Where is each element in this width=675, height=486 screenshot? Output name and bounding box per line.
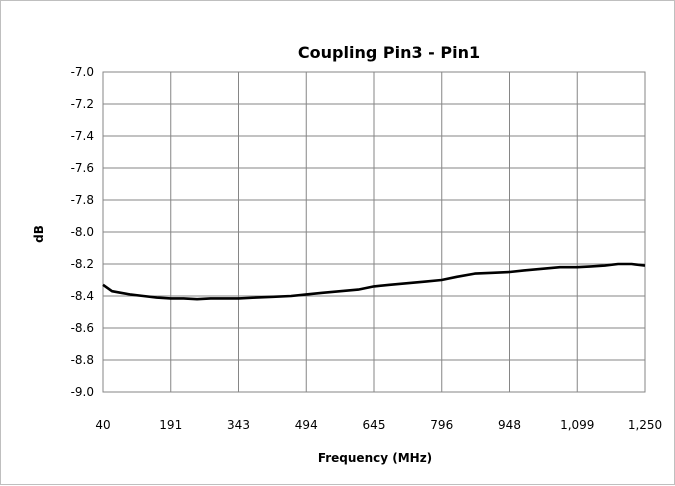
x-tick-label: 191 <box>159 418 182 432</box>
x-tick-label: 645 <box>363 418 386 432</box>
x-tick-label: 1,099 <box>560 418 594 432</box>
y-tick-label: -8.8 <box>71 353 94 367</box>
y-tick-label: -7.4 <box>71 129 94 143</box>
x-tick-label: 343 <box>227 418 250 432</box>
y-axis-title: dB <box>32 225 46 243</box>
plot-area-border <box>102 71 646 393</box>
y-tick-label: -7.2 <box>71 97 94 111</box>
series-line <box>102 262 646 301</box>
x-tick-label: 40 <box>95 418 110 432</box>
chart-title: Coupling Pin3 - Pin1 <box>298 43 480 62</box>
x-axis-title: Frequency (MHz) <box>318 451 432 465</box>
series-group <box>102 262 646 301</box>
y-tick-label: -8.0 <box>71 225 94 239</box>
gridlines <box>102 71 646 393</box>
x-axis-ticks: 40 191 343 494 645 796 948 1,099 1,250 <box>95 418 662 432</box>
y-tick-label: -7.6 <box>71 161 94 175</box>
y-tick-label: -8.6 <box>71 321 94 335</box>
x-tick-label: 796 <box>430 418 453 432</box>
y-tick-label: -9.0 <box>71 385 94 399</box>
y-tick-label: -7.0 <box>71 65 94 79</box>
y-tick-label: -8.4 <box>71 289 94 303</box>
x-tick-label: 948 <box>498 418 521 432</box>
y-axis-ticks: -7.0 -7.2 -7.4 -7.6 -7.8 -8.0 -8.2 -8.4 -8.6 -8.8… <box>71 65 94 399</box>
y-tick-label: -7.8 <box>71 193 94 207</box>
x-tick-label: 1,250 <box>628 418 662 432</box>
y-tick-label: -8.2 <box>71 257 94 271</box>
x-tick-label: 494 <box>295 418 318 432</box>
